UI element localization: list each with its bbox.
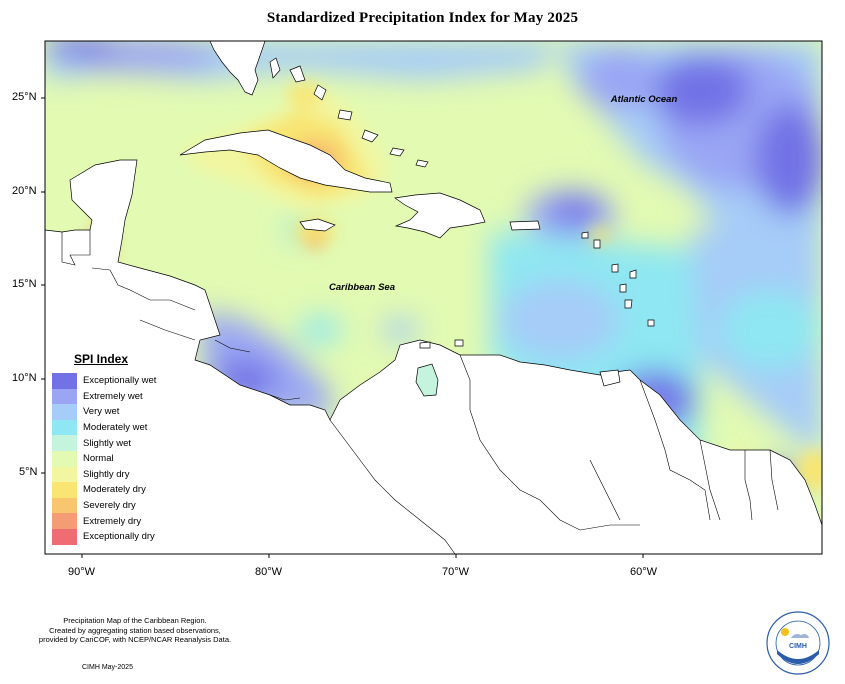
legend-swatch: [52, 497, 77, 514]
lat-label-5n: 5°N: [19, 466, 38, 478]
lat-label-25n: 25°N: [12, 91, 37, 103]
axis-ticks: [41, 97, 644, 558]
legend-label: Moderately wet: [83, 422, 148, 434]
lat-label-10n: 10°N: [12, 372, 37, 384]
legend-label: Slightly dry: [83, 468, 130, 480]
lat-label-20n: 20°N: [12, 185, 37, 197]
legend-item: Normal: [52, 450, 192, 467]
legend-item: Moderately wet: [52, 419, 192, 436]
legend-rows: Exceptionally wet Extremely wet Very wet Mo…: [52, 373, 192, 545]
land-puerto-rico: [509, 220, 541, 231]
cloud-icon: [791, 634, 809, 638]
legend-swatch: [52, 528, 77, 545]
footer-note-line2: Created by aggregating station based obs…: [49, 625, 221, 635]
legend-item: Slightly dry: [52, 466, 192, 483]
lon-label-90w: 90°W: [68, 566, 96, 578]
legend-swatch: [52, 482, 77, 498]
land-florida: [209, 41, 266, 96]
sun-icon: [781, 628, 789, 636]
lat-label-15n: 15°N: [12, 278, 37, 290]
footer-note-line1: Precipitation Map of the Caribbean Regio…: [63, 616, 207, 625]
legend-label: Extremely wet: [83, 390, 143, 402]
legend-item: Very wet: [52, 404, 192, 420]
legend-swatch: [52, 388, 77, 405]
country-borders: [61, 230, 779, 554]
land-hispaniola: [394, 192, 486, 239]
legend-item: Extremely dry: [52, 513, 192, 529]
legend-swatch: [52, 435, 77, 451]
legend-item: Severely dry: [52, 497, 192, 514]
legend-item: Extremely wet: [52, 388, 192, 405]
legend-swatch: [52, 419, 77, 436]
lon-label-60w: 60°W: [630, 566, 658, 578]
land-jamaica: [299, 218, 336, 232]
legend-title: SPI Index: [74, 352, 129, 366]
legend-label: Moderately dry: [83, 484, 146, 496]
legend-label: Exceptionally dry: [83, 531, 155, 543]
label-atlantic-ocean: Atlantic Ocean: [610, 94, 678, 105]
legend-item: Exceptionally wet: [52, 373, 192, 389]
legend-label: Severely dry: [83, 500, 136, 512]
cimh-logo: CIMH: [766, 611, 830, 675]
lon-label-70w: 70°W: [442, 566, 470, 578]
legend-label: Normal: [83, 453, 114, 465]
map-frame: [44, 40, 823, 555]
legend-swatch: [52, 373, 77, 389]
legend-item: Exceptionally dry: [52, 528, 192, 545]
footer-note: Precipitation Map of the Caribbean Regio…: [10, 616, 260, 645]
footer-note-line3: provided by CariCOF, with NCEP/NCAR Rean…: [38, 635, 232, 644]
legend-swatch: [52, 404, 77, 420]
legend-swatch: [52, 513, 77, 529]
land-cuba: [179, 129, 393, 193]
legend-swatch: [52, 466, 77, 483]
lon-label-80w: 80°W: [255, 566, 283, 578]
label-caribbean-sea: Caribbean Sea: [329, 282, 395, 293]
map-title: Standardized Precipitation Index for May…: [266, 10, 579, 26]
legend-label: Exceptionally wet: [83, 375, 157, 387]
legend-label: Very wet: [83, 406, 120, 418]
spi-legend: SPI Index Exceptionally wet Extremely wet…: [52, 352, 192, 545]
legend-item: Slightly wet: [52, 435, 192, 451]
legend-label: Slightly wet: [83, 437, 132, 449]
legend-label: Extremely dry: [83, 515, 142, 527]
svg-text:CIMH: CIMH: [789, 643, 807, 650]
legend-item: Moderately dry: [52, 482, 192, 498]
footer-credit: CIMH May-2025: [82, 664, 133, 671]
land-trinidad: [599, 369, 621, 387]
legend-swatch: [52, 450, 77, 467]
